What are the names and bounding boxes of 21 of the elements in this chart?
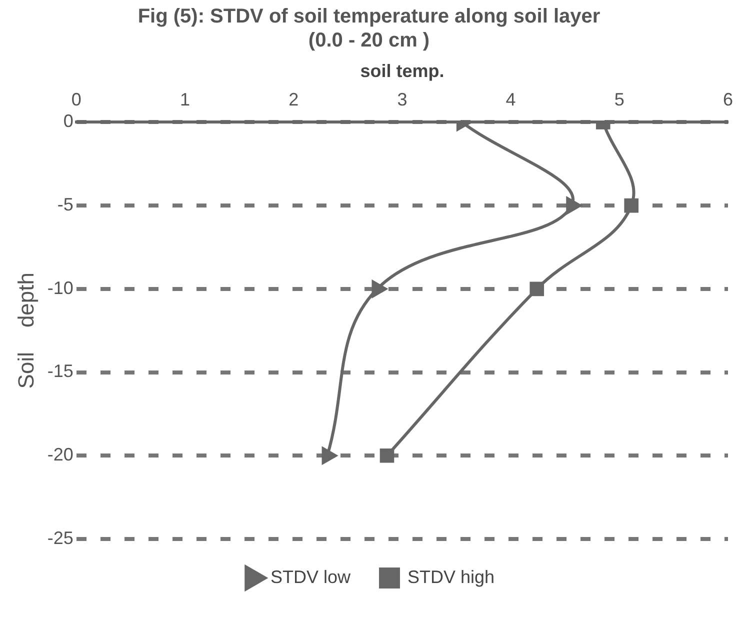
y-axis-title: Soil depth bbox=[13, 272, 38, 389]
y-tick-label: -15 bbox=[47, 361, 74, 382]
legend-label: STDV high bbox=[407, 566, 495, 587]
x-tick-label: 2 bbox=[288, 89, 299, 110]
y-tick-label: -20 bbox=[47, 444, 74, 465]
y-tick-label: -5 bbox=[57, 194, 74, 215]
point bbox=[624, 198, 639, 213]
legend-label: STDV low bbox=[270, 566, 352, 587]
chart-title: Fig (5): STDV of soil temperature along soil layer (0.0 - 20 cm ) bbox=[138, 6, 600, 52]
x-tick-label: 3 bbox=[397, 89, 408, 110]
x-tick-label: 5 bbox=[614, 89, 624, 110]
x-tick-label: 1 bbox=[180, 89, 190, 110]
y-tick-label: 0 bbox=[63, 111, 74, 132]
y-tick-label: -25 bbox=[47, 528, 74, 548]
x-axis-title: soil temp. bbox=[360, 60, 444, 81]
point bbox=[530, 282, 544, 296]
y-tick-label: -10 bbox=[47, 278, 74, 298]
x-tick-label: 4 bbox=[506, 89, 516, 110]
point bbox=[322, 447, 337, 464]
point bbox=[372, 280, 387, 298]
x-tick-label: 6 bbox=[722, 89, 734, 110]
